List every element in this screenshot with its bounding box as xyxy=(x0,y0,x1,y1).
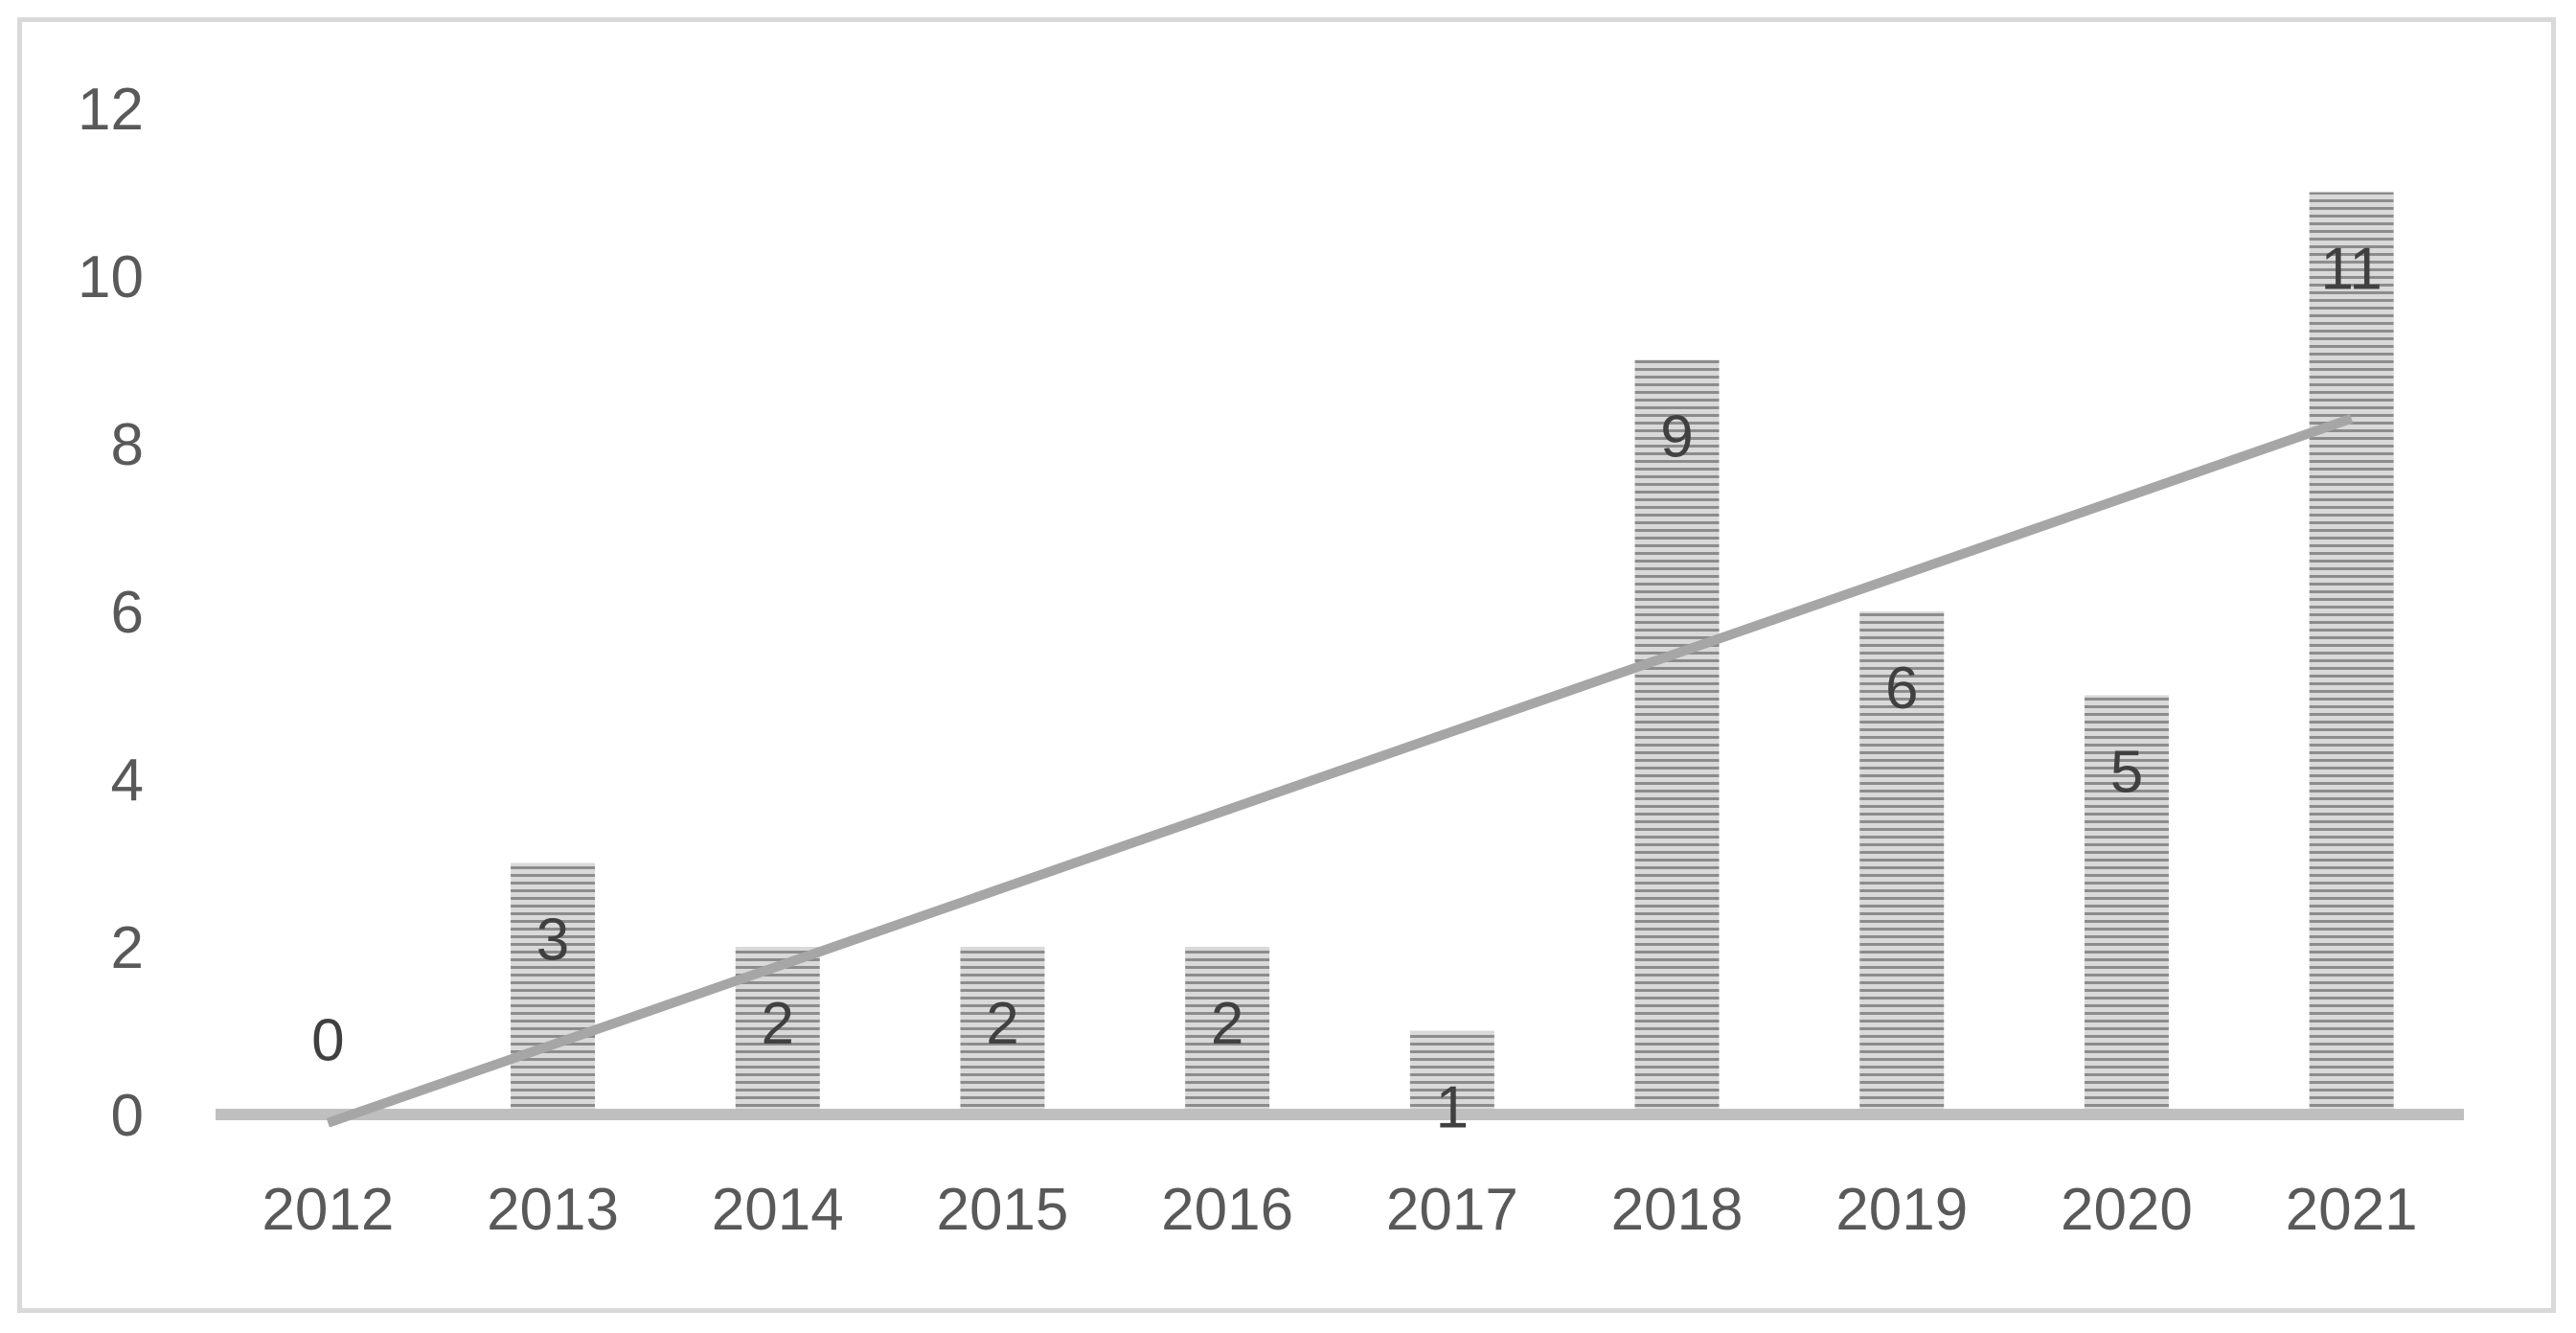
y-tick-label: 12 xyxy=(78,77,144,143)
x-tick-label: 2014 xyxy=(712,1177,844,1243)
data-labels-group: 0 3 2 2 2 1 9 6 5 11 xyxy=(311,236,2382,1140)
data-label: 2 xyxy=(986,991,1018,1057)
data-label: 6 xyxy=(1885,655,1918,722)
data-label: 5 xyxy=(2110,739,2143,805)
y-tick-label: 4 xyxy=(111,747,144,814)
x-tick-label: 2012 xyxy=(262,1177,394,1243)
x-tick-label: 2013 xyxy=(487,1177,619,1243)
y-tick-label: 6 xyxy=(111,580,144,646)
data-label: 3 xyxy=(536,907,569,973)
bar xyxy=(1185,947,1270,1115)
data-label: 2 xyxy=(762,991,794,1057)
bars-group xyxy=(511,192,2394,1115)
bar xyxy=(1859,611,1945,1115)
bar xyxy=(1409,1030,1494,1115)
bar xyxy=(1634,359,1720,1115)
x-tick-label: 2018 xyxy=(1611,1177,1744,1243)
x-tick-label: 2016 xyxy=(1161,1177,1293,1243)
y-tick-label: 0 xyxy=(111,1083,144,1149)
bar xyxy=(2309,192,2394,1115)
x-axis-ticks: 2012 2013 2014 2015 2016 2017 2018 2019 2020 2021 xyxy=(262,1177,2417,1243)
y-axis-ticks: 0 2 4 6 8 10 12 xyxy=(78,77,144,1149)
y-tick-label: 10 xyxy=(78,244,144,310)
bar xyxy=(511,862,596,1115)
bar xyxy=(960,947,1045,1115)
bar xyxy=(2084,695,2169,1115)
x-tick-label: 2020 xyxy=(2061,1177,2193,1243)
trendline xyxy=(326,414,2354,1128)
data-label: 1 xyxy=(1436,1074,1469,1140)
data-label: 9 xyxy=(1660,403,1693,470)
data-label: 2 xyxy=(1211,991,1243,1057)
x-tick-label: 2017 xyxy=(1386,1177,1518,1243)
y-tick-label: 2 xyxy=(111,915,144,981)
y-tick-label: 8 xyxy=(111,412,144,478)
x-tick-label: 2015 xyxy=(936,1177,1068,1243)
x-tick-label: 2021 xyxy=(2286,1177,2418,1243)
data-label: 0 xyxy=(311,1007,344,1073)
x-tick-label: 2019 xyxy=(1835,1177,1968,1243)
data-label: 11 xyxy=(2320,236,2382,302)
